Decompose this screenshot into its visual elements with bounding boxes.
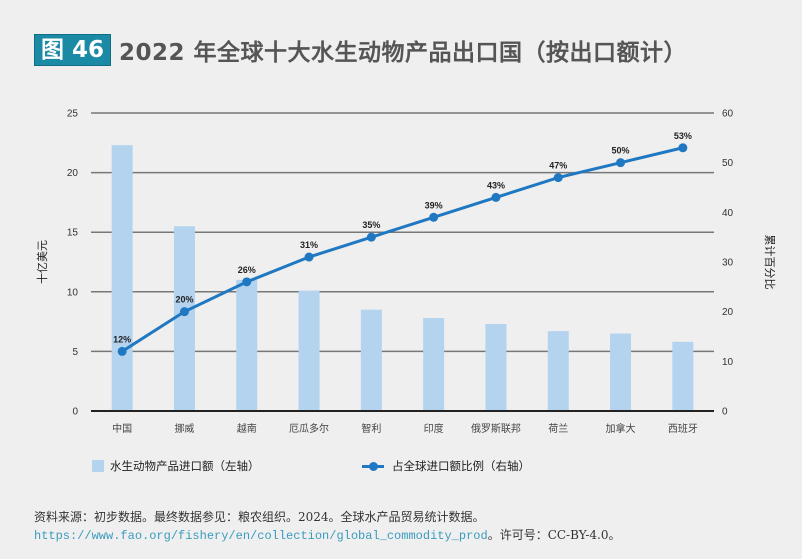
x-tick-label: 厄瓜多尔	[289, 422, 329, 435]
line-point	[553, 173, 563, 183]
y-tick-label: 0	[72, 407, 78, 418]
bar	[672, 341, 694, 411]
bar	[298, 290, 320, 411]
data-label: 12%	[113, 334, 131, 344]
data-label: 26%	[238, 265, 256, 275]
x-tick-label: 挪威	[174, 422, 194, 435]
line-point	[429, 212, 439, 222]
x-tick-label: 印度	[424, 422, 444, 435]
bar	[610, 333, 632, 411]
line-point	[179, 307, 189, 317]
y-axis-title: 十亿美元	[35, 240, 49, 284]
legend-line-marker-icon	[362, 461, 384, 471]
x-tick-label: 越南	[237, 422, 257, 435]
bar	[485, 323, 507, 411]
legend-item-line: 占全球进口额比例（右轴）	[362, 458, 530, 474]
y2-tick-label: 20	[722, 307, 734, 318]
y2-axis-title: 累计百分比	[763, 235, 776, 290]
y-tick-label: 25	[67, 109, 79, 120]
data-label: 39%	[425, 200, 443, 210]
x-tick-label: 西班牙	[668, 423, 698, 435]
source-note: 资料来源：初步数据。最终数据参见：粮农组织。2024。全球水产品贸易统计数据。 h…	[34, 508, 794, 545]
y2-tick-label: 10	[722, 357, 734, 368]
legend-bar-swatch-icon	[92, 460, 104, 472]
combo-chart: 0 5 10 15 20 25 0 10 20 30 40 50 60 中国 挪威 越南 厄瓜多尔 智利 印度 俄罗斯…	[35, 109, 776, 436]
source-text: 资料来源：初步数据。最终数据参见：粮农组织。2024。全球水产品贸易统计数据。	[34, 510, 485, 524]
legend-item-bar: 水生动物产品进口额（左轴）	[92, 458, 260, 474]
bar	[173, 226, 195, 411]
line-point	[366, 232, 376, 242]
line-point	[491, 192, 501, 202]
bar	[111, 145, 133, 411]
line-point	[616, 158, 626, 168]
source-link[interactable]: https://www.fao.org/fishery/en/collectio…	[34, 529, 488, 543]
line-point	[304, 252, 314, 262]
y-tick-label: 10	[67, 287, 79, 298]
y2-tick-label: 40	[722, 208, 734, 219]
y2-tick-label: 60	[722, 109, 734, 120]
line-point	[117, 346, 127, 356]
y-tick-label: 15	[67, 228, 79, 239]
y2-tick-label: 50	[722, 158, 734, 169]
x-tick-label: 俄罗斯联邦	[471, 422, 521, 435]
data-label: 31%	[300, 240, 318, 250]
source-license: 。许可号：CC-BY-4.0。	[487, 528, 621, 542]
bar	[360, 309, 382, 411]
bar	[423, 318, 445, 411]
y-tick-label: 5	[72, 347, 78, 358]
data-label: 43%	[487, 180, 505, 190]
y-tick-label: 20	[67, 168, 79, 179]
y2-tick-label: 30	[722, 258, 734, 269]
x-tick-label: 荷兰	[548, 422, 568, 435]
legend-bar-label: 水生动物产品进口额（左轴）	[110, 459, 260, 473]
x-tick-label: 智利	[361, 422, 381, 435]
data-label: 47%	[549, 161, 567, 171]
bar	[547, 331, 569, 411]
line-point	[242, 277, 252, 287]
data-label: 35%	[362, 220, 380, 230]
figure-header: 图 46 2022 年全球十大水生动物产品出口国（按出口额计）	[34, 34, 687, 66]
data-label: 20%	[175, 295, 193, 305]
x-tick-label: 中国	[112, 422, 132, 435]
cumulative-share-line	[121, 146, 684, 353]
y2-tick-label: 0	[722, 407, 728, 418]
line-point	[678, 143, 688, 153]
bar	[236, 279, 258, 411]
legend-line-label: 占全球进口额比例（右轴）	[392, 459, 530, 473]
figure-number-badge: 图 46	[34, 34, 112, 66]
figure-title: 2022 年全球十大水生动物产品出口国（按出口额计）	[119, 40, 688, 66]
x-tick-label: 加拿大	[606, 422, 636, 435]
data-label: 50%	[612, 146, 630, 156]
data-label: 53%	[674, 131, 692, 141]
